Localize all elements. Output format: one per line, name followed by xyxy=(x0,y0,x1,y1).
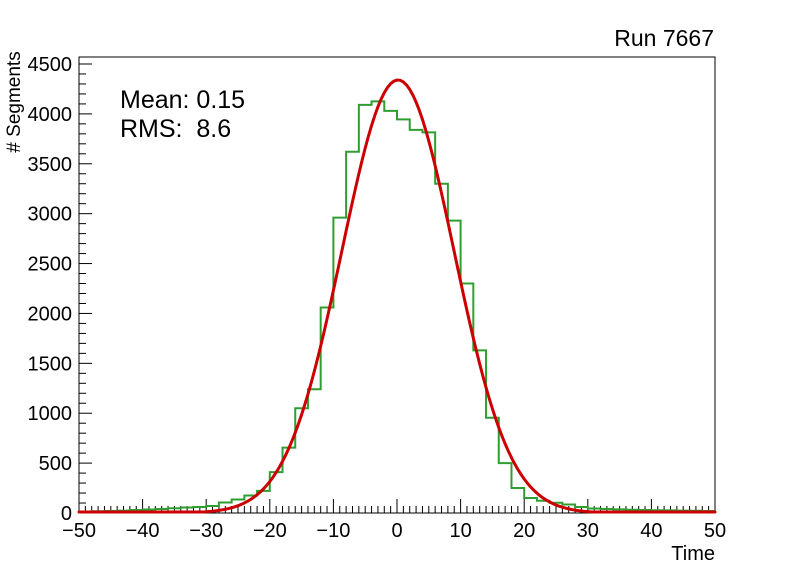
y-tick-label: 0 xyxy=(61,503,72,525)
y-tick-label: 4000 xyxy=(28,104,73,126)
chart-title: Run 7667 xyxy=(614,25,714,51)
y-tick-label: 1500 xyxy=(28,353,73,375)
x-tick-label: 30 xyxy=(577,520,599,542)
x-axis-title: Time xyxy=(671,543,715,565)
x-tick-label: −40 xyxy=(126,520,160,542)
y-tick-label: 4500 xyxy=(28,54,73,76)
x-tick-label: −20 xyxy=(253,520,287,542)
histogram-layer xyxy=(79,100,716,513)
x-tick-label: −10 xyxy=(316,520,350,542)
fit-curve-path xyxy=(77,78,717,514)
y-axis-title: # Segments xyxy=(4,51,25,152)
y-tick-label: 2000 xyxy=(28,303,73,325)
y-tick-label: 3000 xyxy=(28,204,73,226)
stat-mean-text: Mean: 0.15 xyxy=(120,86,245,114)
x-tick-label: 0 xyxy=(391,520,402,542)
x-tick-label: 10 xyxy=(449,520,471,542)
y-tick-label: 1000 xyxy=(28,403,73,425)
stat-rms-text: RMS: 8.6 xyxy=(120,115,231,143)
y-tick-label: 3500 xyxy=(28,154,73,176)
axis-tick-labels: −50 −40 −30 −20 −10 0 10 20 30 40 5005001000150020… xyxy=(28,54,727,542)
histogram-path xyxy=(79,100,716,513)
axis-ticks xyxy=(78,63,716,514)
plot-frame xyxy=(78,56,716,514)
x-tick-label: 20 xyxy=(513,520,535,542)
x-tick-label: −50 xyxy=(62,520,96,542)
x-tick-label: −30 xyxy=(189,520,223,542)
y-tick-label: 2500 xyxy=(28,254,73,276)
fit-curve-layer xyxy=(77,78,717,514)
x-tick-label: 50 xyxy=(704,520,726,542)
x-tick-label: 40 xyxy=(640,520,662,542)
y-tick-label: 500 xyxy=(39,453,72,475)
